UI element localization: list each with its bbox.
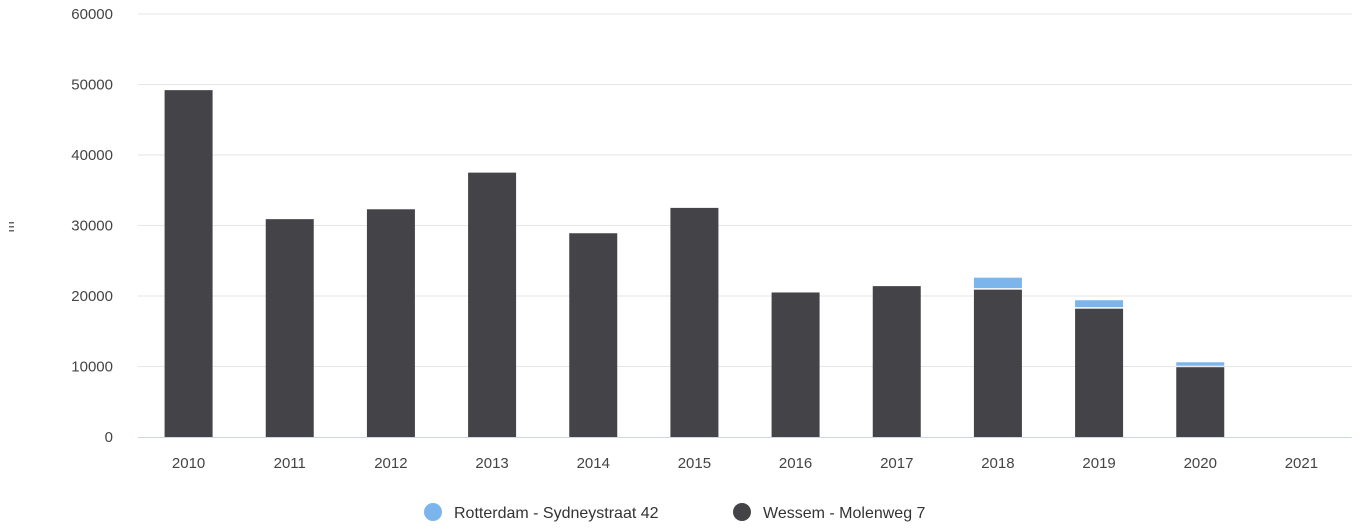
bar-wessem-2016[interactable] bbox=[771, 292, 820, 437]
bar-wessem-2020[interactable] bbox=[1176, 367, 1225, 437]
y-tick-label: 50000 bbox=[71, 77, 113, 94]
y-tick-label: 10000 bbox=[71, 359, 113, 376]
x-tick-label: 2017 bbox=[880, 455, 913, 472]
bar-wessem-2010[interactable] bbox=[164, 90, 213, 437]
legend-swatch bbox=[424, 503, 442, 521]
bar-wessem-2019[interactable] bbox=[1075, 308, 1124, 437]
x-tick-label: 2013 bbox=[475, 455, 508, 472]
y-tick-label: 20000 bbox=[71, 288, 113, 305]
x-tick-label: 2015 bbox=[678, 455, 711, 472]
x-tick-label: 2018 bbox=[981, 455, 1014, 472]
bar-wessem-2018[interactable] bbox=[973, 289, 1022, 437]
legend-label: Wessem - Molenweg 7 bbox=[763, 505, 926, 522]
x-tick-label: 2012 bbox=[374, 455, 407, 472]
y-tick-label: 0 bbox=[105, 429, 113, 446]
bar-rotterdam-2020[interactable] bbox=[1176, 362, 1225, 366]
y-axis: 0 10000 20000 30000 40000 50000 60000 bbox=[71, 6, 113, 446]
x-tick-label: 2021 bbox=[1285, 455, 1318, 472]
x-axis: 2010 2011 2012 2013 2014 2015 2016 2017 2018 2019… bbox=[172, 455, 1318, 472]
x-tick-label: 2016 bbox=[779, 455, 812, 472]
legend-label: Rotterdam - Sydneystraat 42 bbox=[454, 505, 659, 522]
bar-rotterdam-2019[interactable] bbox=[1075, 300, 1124, 308]
x-tick-label: 2019 bbox=[1082, 455, 1115, 472]
legend-item-wessem[interactable]: Wessem - Molenweg 7 bbox=[733, 503, 926, 522]
chart-menu-icon[interactable] bbox=[9, 222, 14, 232]
bar-wessem-2015[interactable] bbox=[670, 207, 719, 437]
y-tick-label: 40000 bbox=[71, 147, 113, 164]
bar-wessem-2017[interactable] bbox=[872, 286, 921, 437]
x-tick-label: 2020 bbox=[1184, 455, 1217, 472]
bar-wessem-2014[interactable] bbox=[569, 233, 618, 437]
bar-wessem-2013[interactable] bbox=[468, 172, 517, 437]
bar-wessem-2012[interactable] bbox=[366, 209, 415, 437]
legend[interactable]: Rotterdam - Sydneystraat 42 Wessem - Mole… bbox=[424, 503, 926, 522]
x-tick-label: 2011 bbox=[274, 455, 306, 472]
x-tick-label: 2010 bbox=[172, 455, 205, 472]
bar-rotterdam-2018[interactable] bbox=[973, 277, 1022, 289]
y-tick-label: 60000 bbox=[71, 6, 113, 23]
grid-lines bbox=[138, 13, 1352, 367]
legend-item-rotterdam[interactable]: Rotterdam - Sydneystraat 42 bbox=[424, 503, 659, 522]
bar-wessem-2011[interactable] bbox=[265, 219, 314, 437]
legend-swatch bbox=[733, 503, 751, 521]
bars bbox=[164, 90, 1225, 437]
y-tick-label: 30000 bbox=[71, 218, 113, 235]
x-tick-label: 2014 bbox=[577, 455, 610, 472]
